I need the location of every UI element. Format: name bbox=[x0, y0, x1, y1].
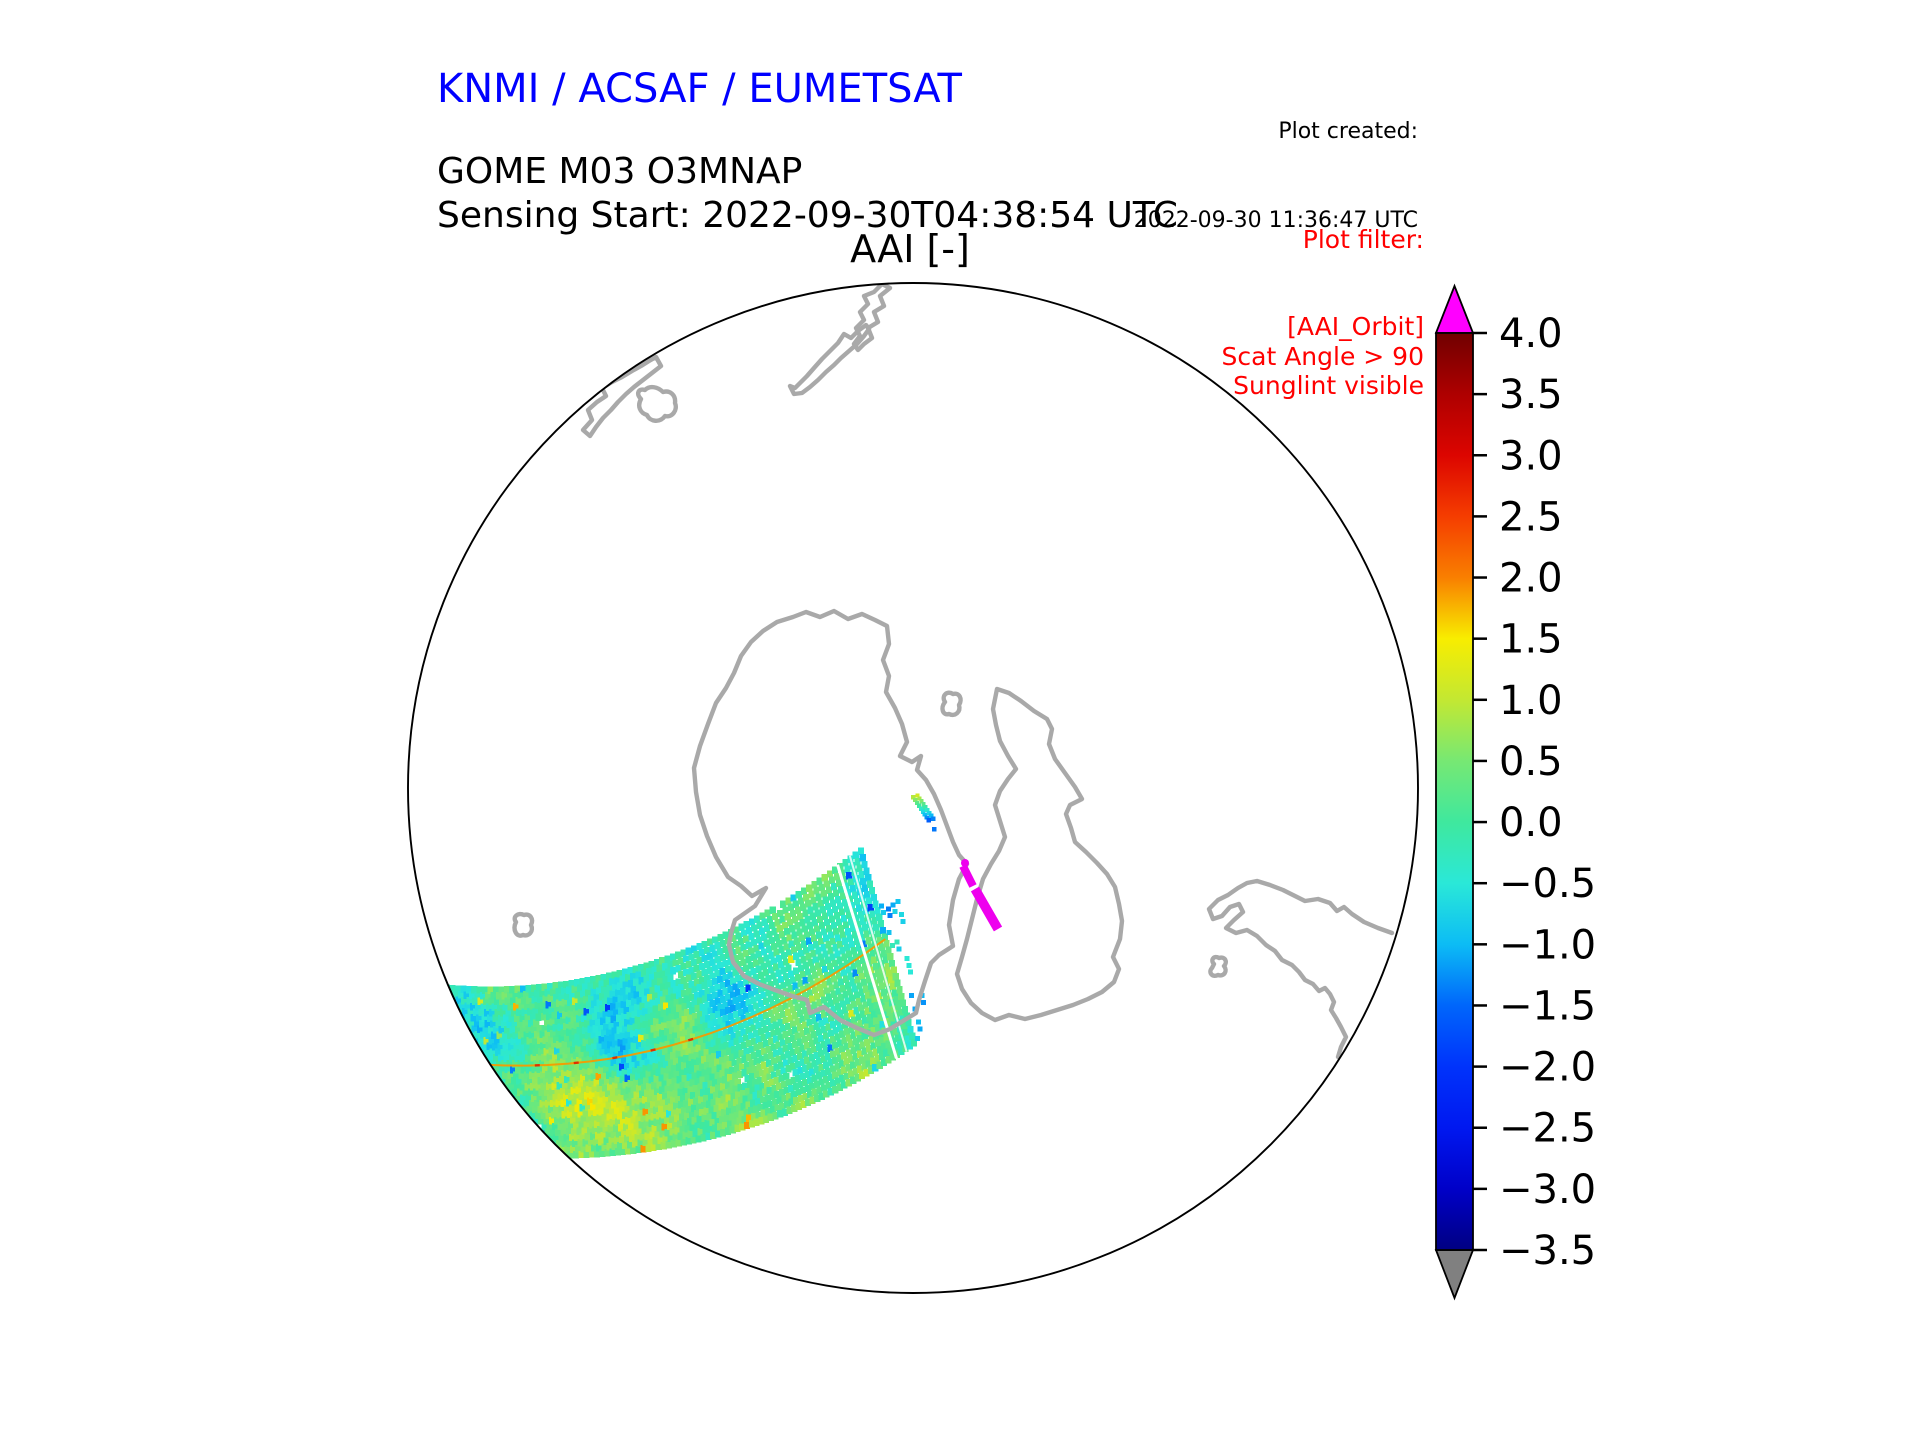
colorbar: 4.0 3.5 3.0 2.5 2.0 1.5 1.0 0.5 0.0 −0.5 −1.0 −1.5 −… bbox=[1434, 283, 1596, 1301]
antarctica-coast-right-mass bbox=[954, 686, 1125, 1023]
plot-filter-line: [AAI_Orbit] bbox=[1287, 312, 1424, 342]
colorbar-tick-label: 1.5 bbox=[1499, 617, 1563, 663]
south-america-coast bbox=[1206, 878, 1395, 1060]
plot-filter-title: Plot filter: bbox=[1302, 224, 1424, 254]
colorbar-tick-label: 3.0 bbox=[1499, 433, 1563, 479]
south-america-small-island bbox=[1208, 954, 1228, 978]
plot-filter-line: Sunglint visible bbox=[1233, 370, 1424, 400]
colorbar-ticks: 4.0 3.5 3.0 2.5 2.0 1.5 1.0 0.5 0.0 −0.5 −1.0 −1.5 −… bbox=[1473, 311, 1596, 1274]
data-swath bbox=[438, 847, 926, 1159]
tasmania-island bbox=[636, 384, 678, 423]
colorbar-tick-label: −1.5 bbox=[1499, 983, 1596, 1029]
map-title: AAI [-] bbox=[850, 227, 970, 271]
colorbar-tick-label: −3.0 bbox=[1499, 1167, 1596, 1213]
colorbar-tick-label: 1.0 bbox=[1499, 678, 1563, 724]
sunglint-streak bbox=[970, 886, 1003, 932]
plot-filter-line: Scat Angle > 90 bbox=[1221, 341, 1424, 371]
plot-created-value: 2022-09-30 11:36:47 UTC bbox=[1133, 208, 1418, 234]
colorbar-tick-label: 4.0 bbox=[1499, 311, 1563, 357]
colorbar-tick-label: 3.5 bbox=[1499, 372, 1563, 418]
colorbar-tick-label: 0.0 bbox=[1499, 800, 1563, 846]
colorbar-under-arrow bbox=[1434, 1249, 1475, 1301]
plot-filter-block: Plot filter: [AAI_Orbit] Scat Angle > 90 S… bbox=[1222, 166, 1424, 459]
plot-created-block: Plot created: 2022-09-30 11:36:47 UTC bbox=[1134, 58, 1418, 296]
colorbar-tick-label: 2.5 bbox=[1499, 494, 1563, 540]
swath-seam bbox=[836, 864, 898, 1059]
plot-filter-lines: [AAI_Orbit] Scat Angle > 90 Sunglint visib… bbox=[1222, 312, 1424, 400]
colorbar-tick-label: 2.0 bbox=[1499, 556, 1563, 602]
antarctica-coast-main bbox=[691, 608, 970, 1038]
sensing-start-label: Sensing Start: 2022-09-30T04:38:54 UTC bbox=[437, 195, 1178, 236]
australia-coast-fragment bbox=[580, 354, 664, 439]
colorbar-over-arrow bbox=[1434, 283, 1475, 334]
colorbar-gradient bbox=[1435, 332, 1474, 1251]
map-boundary-circle bbox=[407, 282, 1419, 1294]
colorbar-tick-label: −3.5 bbox=[1499, 1228, 1596, 1274]
coastlines bbox=[512, 283, 1395, 1060]
antarctica-small-lobe bbox=[940, 690, 963, 718]
colorbar-tick-label: −2.5 bbox=[1499, 1106, 1596, 1152]
plot-created-label: Plot created: bbox=[1278, 119, 1418, 145]
colorbar-tick-label: −1.0 bbox=[1499, 922, 1596, 968]
product-title: GOME M03 O3MNAP bbox=[437, 151, 803, 192]
colorbar-tick-label: −0.5 bbox=[1499, 861, 1596, 907]
sunglint-streak bbox=[959, 864, 977, 888]
new-zealand-south-island bbox=[787, 322, 872, 397]
sunglint-streak-tip bbox=[961, 859, 969, 867]
institution-title: KNMI / ACSAF / EUMETSAT bbox=[437, 66, 962, 112]
swath-overlays bbox=[911, 793, 1003, 932]
swath-fragment bbox=[911, 793, 937, 832]
swath-seam bbox=[848, 855, 908, 1053]
colorbar-tick-label: −2.0 bbox=[1499, 1045, 1596, 1091]
small-island-near-swath bbox=[512, 911, 535, 938]
colorbar-tick-label: 0.5 bbox=[1499, 739, 1563, 785]
